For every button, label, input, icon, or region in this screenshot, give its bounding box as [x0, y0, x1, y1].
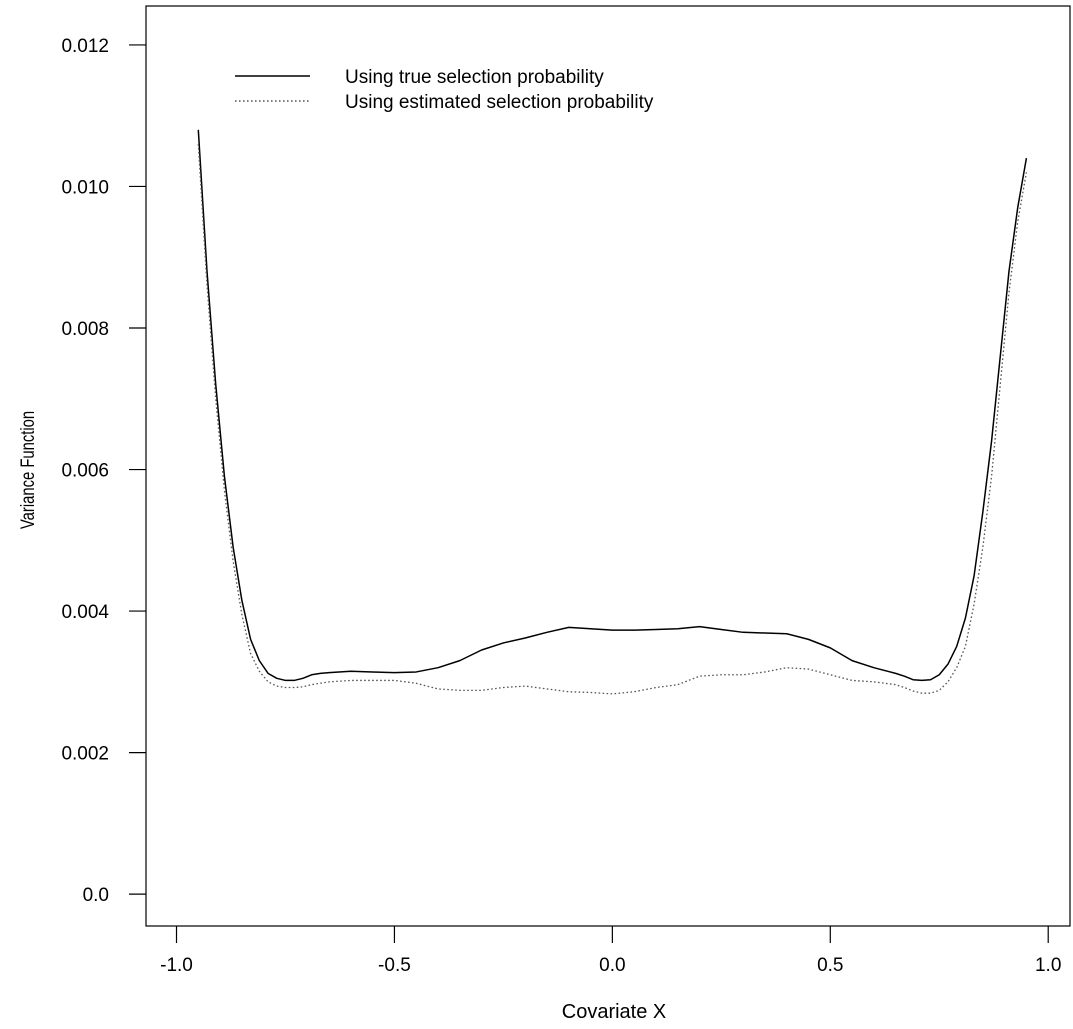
- y-tick-label: 0.006: [61, 461, 109, 482]
- series-layer: [197, 129, 1028, 695]
- series-line-true-probability: [197, 129, 1028, 682]
- x-tick-label: 1.0: [1035, 955, 1061, 976]
- x-axis: -1.0 -0.5 0.0 0.5 1.0: [160, 926, 1061, 976]
- y-tick-label: 0.0: [83, 885, 109, 906]
- y-tick-label: 0.004: [61, 602, 109, 623]
- y-axis-title: Variance Function: [17, 411, 38, 529]
- plot-frame: [145, 5, 1071, 927]
- x-tick-label: -1.0: [160, 955, 193, 976]
- x-tick-label: -0.5: [378, 955, 411, 976]
- y-tick-label: 0.008: [61, 319, 109, 340]
- y-tick-label: 0.012: [61, 36, 109, 57]
- y-tick-label: 0.002: [61, 744, 109, 765]
- legend-label-estimated: Using estimated selection probability: [345, 92, 654, 113]
- x-tick-label: 0.0: [599, 955, 625, 976]
- x-axis-title: Covariate X: [562, 1001, 667, 1023]
- x-tick-label: 0.5: [817, 955, 843, 976]
- legend: Using true selection probability Using e…: [235, 67, 654, 113]
- y-axis: 0.0 0.002 0.004 0.006 0.008 0.010 0.012: [61, 36, 146, 906]
- y-tick-label: 0.010: [61, 177, 109, 198]
- legend-label-true: Using true selection probability: [345, 67, 604, 88]
- series-line-estimated-probability: [197, 143, 1028, 695]
